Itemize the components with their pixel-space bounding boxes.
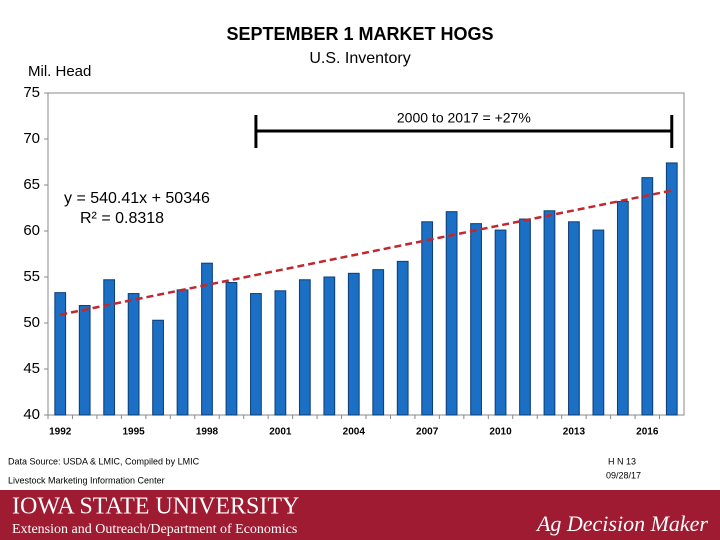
bar bbox=[54, 292, 67, 416]
code: H N 13 bbox=[608, 456, 636, 466]
bar bbox=[519, 218, 531, 416]
bar bbox=[445, 211, 458, 416]
y-tick-label: 75 bbox=[23, 84, 40, 101]
chart-subtitle: U.S. Inventory bbox=[309, 50, 410, 67]
trendline bbox=[59, 189, 673, 316]
y-tick-label: 50 bbox=[23, 314, 40, 331]
bar bbox=[298, 279, 311, 416]
bar bbox=[665, 162, 678, 416]
footer-band bbox=[0, 490, 720, 540]
x-tick-label: 2004 bbox=[343, 427, 366, 438]
y-tick-label: 55 bbox=[23, 268, 40, 285]
x-tick-label: 2007 bbox=[416, 427, 439, 438]
y-axis-label: Mil. Head bbox=[28, 63, 91, 80]
bar bbox=[103, 279, 116, 416]
bar bbox=[568, 221, 580, 416]
x-tick-label: 1998 bbox=[196, 427, 219, 438]
bar bbox=[250, 293, 262, 416]
bar bbox=[78, 305, 91, 416]
trend-equation: y = 540.41x + 50346 bbox=[64, 190, 210, 207]
bar bbox=[494, 229, 507, 416]
plot-area bbox=[47, 92, 685, 416]
y-tick-label: 65 bbox=[23, 176, 40, 193]
x-tick-label: 2001 bbox=[269, 427, 292, 438]
bar bbox=[470, 223, 482, 416]
bar bbox=[543, 210, 556, 416]
bar bbox=[641, 177, 654, 416]
trend-r-squared: R² = 0.8318 bbox=[80, 210, 164, 227]
x-tick-label: 2013 bbox=[563, 427, 586, 438]
bar bbox=[616, 201, 629, 416]
x-tick-label: 1992 bbox=[49, 427, 72, 438]
bar bbox=[323, 276, 336, 416]
y-tick-label: 45 bbox=[23, 360, 40, 377]
bar bbox=[421, 221, 434, 416]
annotation: 2000 to 2017 = +27% bbox=[397, 110, 531, 126]
source: Data Source: USDA & LMIC, Compiled by LM… bbox=[8, 456, 200, 466]
y-tick-label: 60 bbox=[23, 222, 40, 239]
department: Extension and Outreach/Department of Eco… bbox=[12, 522, 297, 537]
bar bbox=[592, 229, 605, 416]
bar bbox=[127, 293, 140, 416]
x-tick-label: 2010 bbox=[489, 427, 512, 438]
y-tick-label: 40 bbox=[23, 406, 40, 423]
bar bbox=[274, 290, 287, 416]
source-center: Livestock Marketing Information Center bbox=[8, 475, 165, 485]
x-tick-label: 2016 bbox=[636, 427, 659, 438]
university: IOWA STATE UNIVERSITY bbox=[12, 494, 299, 520]
x-tick-label: 1995 bbox=[122, 427, 145, 438]
bar bbox=[347, 272, 360, 416]
bar bbox=[372, 269, 385, 416]
y-tick-label: 70 bbox=[23, 130, 40, 147]
brand: Ag Decision Maker bbox=[535, 511, 708, 536]
date: 09/28/17 bbox=[606, 470, 641, 480]
chart-title: SEPTEMBER 1 MARKET HOGS bbox=[226, 24, 493, 44]
bar bbox=[201, 262, 213, 416]
bar bbox=[396, 260, 409, 416]
bar bbox=[152, 319, 164, 416]
bar bbox=[225, 282, 238, 416]
bar bbox=[176, 289, 189, 416]
